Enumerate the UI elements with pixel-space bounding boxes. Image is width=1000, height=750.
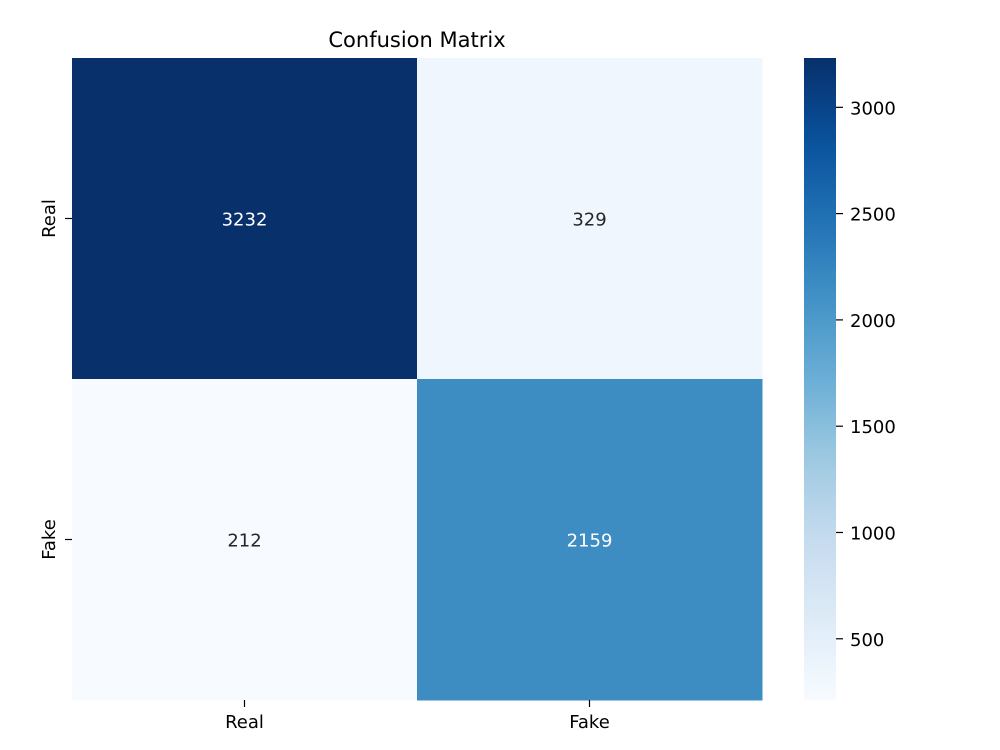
colorbar: 500 1000 1500 2000 2500 3000 [804, 58, 896, 700]
heatmap-cell-labels: 3232 329 212 2159 [222, 210, 613, 552]
colorbar-tick-label: 3000 [850, 98, 896, 119]
y-axis: Real Fake [39, 199, 72, 560]
y-tick-label: Real [39, 199, 60, 238]
colorbar-tick-label: 500 [850, 630, 884, 651]
colorbar-tick-label: 2500 [850, 205, 896, 226]
y-tick-label: Fake [39, 519, 60, 560]
heatmap-cell [72, 379, 418, 701]
colorbar-tick-label: 1500 [850, 417, 896, 438]
heatmap-cell [417, 58, 763, 380]
heatmap-cell [72, 58, 418, 380]
colorbar-tick-label: 1000 [850, 523, 896, 544]
heatmap-cell [417, 379, 763, 701]
cell-value-label: 212 [227, 531, 261, 552]
x-axis: Real Fake [225, 700, 610, 733]
colorbar-gradient [804, 58, 836, 700]
cell-value-label: 2159 [567, 531, 613, 552]
chart-title: Confusion Matrix [328, 28, 505, 52]
x-tick-label: Real [225, 712, 264, 733]
x-tick-label: Fake [569, 712, 610, 733]
colorbar-tick-label: 2000 [850, 311, 896, 332]
cell-value-label: 329 [572, 210, 606, 231]
heatmap-cells [72, 58, 763, 701]
cell-value-label: 3232 [222, 210, 268, 231]
